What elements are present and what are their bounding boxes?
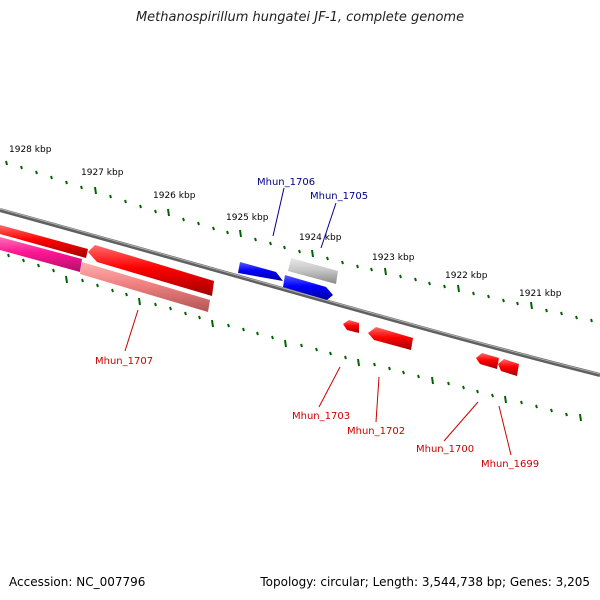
scale-label-1921: 1921 kbp	[519, 289, 562, 299]
feature-mhun-1700[interactable]	[476, 353, 499, 369]
inner-tick-ring	[7, 253, 582, 422]
page-title: Methanospirillum hungatei JF-1, complete…	[135, 10, 465, 25]
scale-label-1925: 1925 kbp	[226, 213, 269, 223]
footer-accession: Accession: NC_007796	[9, 575, 146, 589]
outer-tick-ring	[5, 160, 593, 323]
gene-features	[0, 225, 519, 376]
feature-mhun-1705-pseudo[interactable]	[288, 258, 338, 284]
gene-label-mhun-1700[interactable]: Mhun_1700	[416, 444, 474, 455]
gene-label-mhun-1699[interactable]: Mhun_1699	[481, 459, 539, 470]
feature-mhun-1703[interactable]	[343, 320, 359, 333]
scale-label-1927: 1927 kbp	[81, 168, 124, 178]
scale-label-1926: 1926 kbp	[153, 191, 196, 201]
scale-labels: 1928 kbp 1927 kbp 1926 kbp 1925 kbp 1924…	[9, 145, 562, 299]
feature-left-pink[interactable]	[0, 237, 82, 272]
gene-label-mhun-1707[interactable]: Mhun_1707	[95, 356, 153, 367]
feature-mhun-1705[interactable]	[283, 275, 333, 300]
footer-summary: Topology: circular; Length: 3,544,738 bp…	[260, 575, 590, 589]
feature-mhun-1707[interactable]	[88, 245, 214, 296]
scale-label-1924: 1924 kbp	[299, 233, 342, 243]
gene-label-mhun-1703[interactable]: Mhun_1703	[292, 411, 350, 422]
gene-label-mhun-1705[interactable]: Mhun_1705	[310, 191, 368, 202]
scale-label-1928: 1928 kbp	[9, 145, 52, 155]
label-leaders	[124, 187, 512, 456]
gene-label-mhun-1706[interactable]: Mhun_1706	[257, 177, 315, 188]
gene-labels: Mhun_1706 Mhun_1705 Mhun_1707 Mhun_1703 …	[95, 177, 539, 470]
feature-mhun-1706[interactable]	[238, 262, 283, 281]
gene-label-mhun-1702[interactable]: Mhun_1702	[347, 426, 405, 437]
feature-mhun-1707-pseudo[interactable]	[80, 262, 210, 312]
feature-mhun-1699[interactable]	[498, 359, 519, 376]
feature-mhun-1702[interactable]	[368, 327, 413, 350]
genome-backbone	[0, 208, 600, 377]
scale-label-1922: 1922 kbp	[445, 271, 488, 281]
feature-left-red[interactable]	[0, 225, 88, 258]
scale-label-1923: 1923 kbp	[372, 253, 415, 263]
